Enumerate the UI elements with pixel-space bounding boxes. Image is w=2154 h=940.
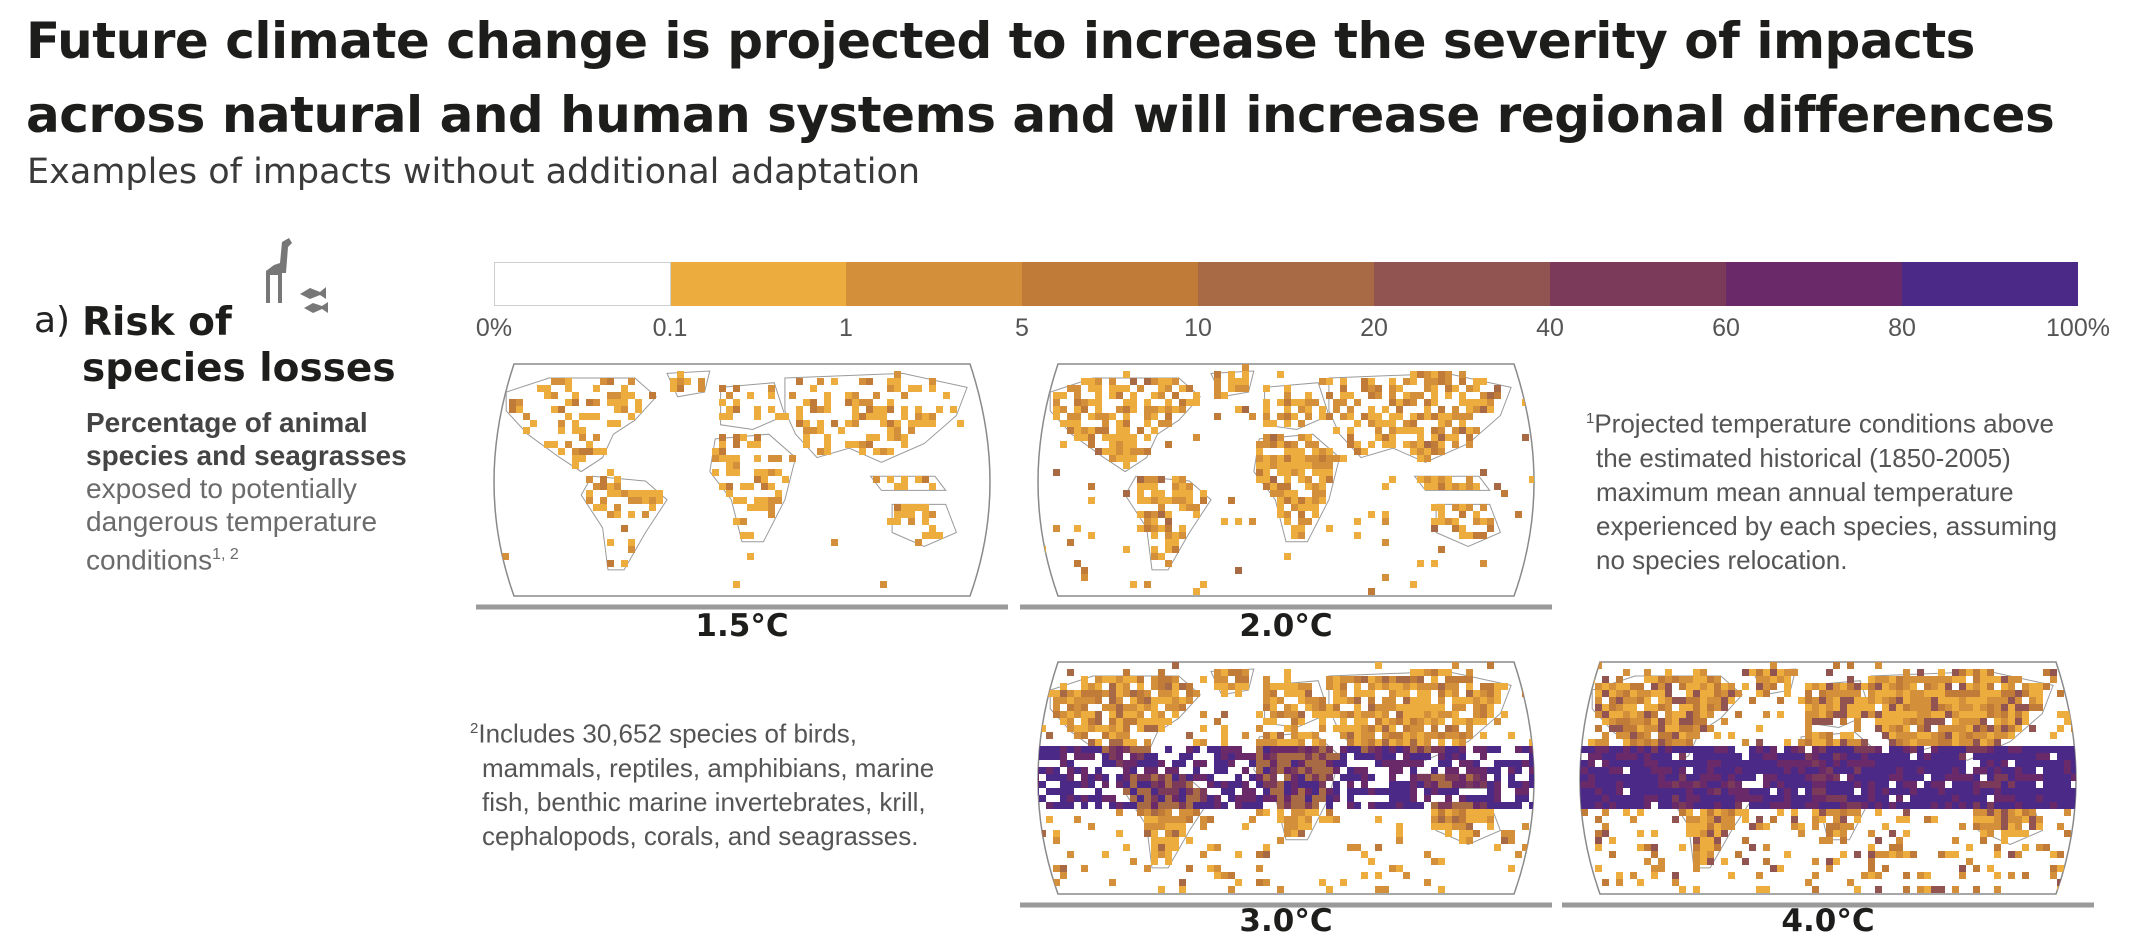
- continent-outline-south-america: [580, 475, 668, 571]
- legend-tick: 5: [1015, 314, 1029, 342]
- continent-outline-indonesia: [1413, 475, 1491, 491]
- page-subtitle: Examples of impacts without additional a…: [27, 152, 921, 192]
- continent-outline-asia: [1328, 372, 1512, 463]
- giraffe-fish-icon: [266, 238, 328, 313]
- continent-outline-australia: [891, 503, 958, 548]
- footnote-1-line-4: experienced by each species, assuming: [1596, 510, 2058, 541]
- page-title: Future climate change is projected to in…: [26, 4, 2136, 152]
- impact-cells: [1039, 364, 1534, 595]
- legend-colorbar: [494, 262, 2078, 306]
- desc-line-3: exposed to potentially: [86, 473, 357, 504]
- legend-tick: 60: [1712, 314, 1740, 342]
- title-line-1: Future climate change is projected to in…: [26, 12, 1975, 70]
- legend-tick: 80: [1888, 314, 1916, 342]
- map-2-0c: [1020, 363, 1552, 610]
- impact-cells: [1038, 662, 1534, 893]
- continent-outline-south-america: [1124, 475, 1212, 571]
- legend-swatch-6: [1550, 262, 1727, 306]
- legend-tick: 1: [839, 314, 853, 342]
- legend-tick: 0.1: [652, 314, 688, 342]
- footnote-2-line-1: Includes 30,652 species of birds,: [478, 718, 858, 749]
- map-label-4-0c: 4.0°C: [1781, 903, 1875, 939]
- legend-swatch-8: [1902, 262, 2078, 306]
- impact-cells: [1580, 662, 2076, 893]
- legend-tick: 40: [1536, 314, 1564, 342]
- section-title-line-1: Risk of: [82, 300, 232, 345]
- desc-line-2: species and seagrasses: [86, 440, 407, 471]
- footnote-1-line-1: Projected temperature conditions above: [1594, 408, 2054, 439]
- legend-swatch-3: [1022, 262, 1199, 306]
- map-label-2-0c: 2.0°C: [1239, 608, 1333, 644]
- footnote-1-line-3: maximum mean annual temperature: [1596, 476, 2014, 507]
- continent-outline-africa: [709, 433, 797, 543]
- legend-tick: 100%: [2046, 314, 2110, 342]
- footnote-2-mark: 2: [470, 720, 479, 737]
- footnote-2: 2Includes 30,652 species of birds, mamma…: [470, 712, 934, 853]
- continent-outline-indonesia: [869, 475, 947, 491]
- map-1-5c: [476, 363, 1008, 610]
- desc-footnote-ref: 1, 2: [212, 546, 239, 563]
- footnote-2-line-2: mammals, reptiles, amphibians, marine: [482, 752, 935, 783]
- footnote-1-line-5: no species relocation.: [1596, 544, 1848, 575]
- legend-tick: 10: [1184, 314, 1212, 342]
- legend-swatch-1: [670, 262, 847, 306]
- desc-line-1: Percentage of animal: [86, 407, 368, 438]
- continent-outline-asia: [1328, 670, 1512, 761]
- footnote-1-mark: 1: [1586, 410, 1595, 427]
- legend-swatch-5: [1374, 262, 1551, 306]
- impact-cells: [502, 371, 964, 588]
- footnote-1: 1Projected temperature conditions above …: [1586, 402, 2057, 577]
- legend-swatch-4: [1198, 262, 1375, 306]
- section-description: Percentage of animal species and seagras…: [86, 406, 446, 576]
- legend-tick: 20: [1360, 314, 1388, 342]
- map-label-1-5c: 1.5°C: [695, 608, 789, 644]
- legend-swatch-0: [494, 262, 671, 306]
- section-title: Risk of species losses: [82, 300, 396, 392]
- legend-swatch-7: [1726, 262, 1903, 306]
- map-label-3-0c: 3.0°C: [1239, 903, 1333, 939]
- title-line-2: across natural and human systems and wil…: [26, 86, 2055, 144]
- legend-tick: 0%: [475, 314, 513, 342]
- legend-swatch-2: [846, 262, 1023, 306]
- footnote-1-line-2: the estimated historical (1850-2005): [1596, 442, 2011, 473]
- section-title-line-2: species losses: [82, 346, 396, 391]
- desc-line-5: conditions: [86, 544, 213, 576]
- section-prefix: a): [34, 300, 71, 341]
- continent-outline-europe: [1264, 680, 1330, 729]
- map-4-0c: [1562, 661, 2094, 908]
- footnote-2-line-4: cephalopods, corals, and seagrasses.: [482, 820, 919, 851]
- map-3-0c: [1020, 661, 1552, 908]
- footnote-2-line-3: fish, benthic marine invertebrates, kril…: [482, 786, 926, 817]
- continent-outline-asia: [784, 372, 968, 463]
- desc-line-4: dangerous temperature: [86, 506, 378, 537]
